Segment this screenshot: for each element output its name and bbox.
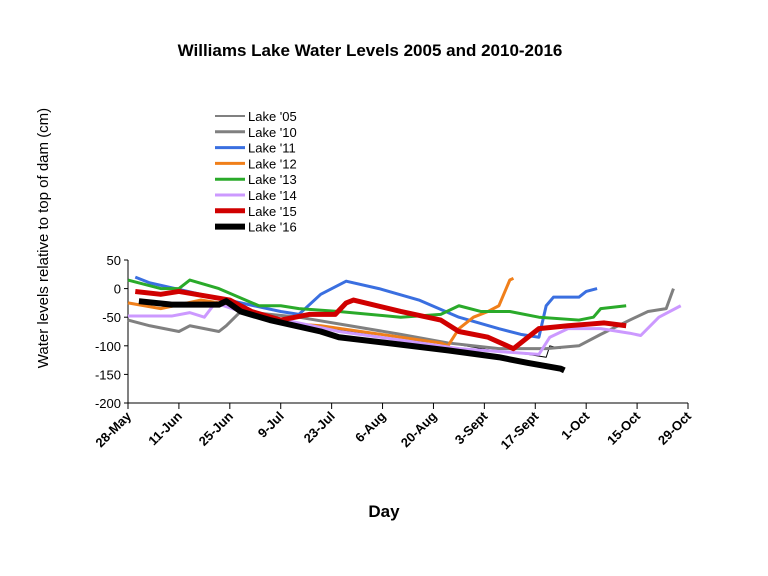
series-line bbox=[127, 288, 675, 351]
x-tick-label: 17-Sept bbox=[498, 408, 542, 452]
legend-label: Lake '13 bbox=[248, 172, 297, 187]
x-tick-label: 15-Oct bbox=[604, 408, 644, 448]
x-tick-label: 11-Jun bbox=[145, 408, 185, 448]
y-tick-label: -200 bbox=[95, 396, 121, 411]
y-tick-label: 50 bbox=[107, 253, 121, 268]
y-tick-label: 0 bbox=[114, 282, 121, 297]
y-tick-label: -150 bbox=[95, 367, 121, 382]
legend-label: Lake '15 bbox=[248, 204, 297, 219]
x-tick-label: 3-Sept bbox=[452, 408, 491, 447]
series-line bbox=[127, 278, 627, 322]
legend-label: Lake '10 bbox=[248, 125, 297, 140]
y-tick-label: -100 bbox=[95, 339, 121, 354]
x-tick-label: 29-Oct bbox=[655, 408, 695, 448]
x-tick-label: 28-May bbox=[92, 408, 134, 450]
series-line bbox=[134, 275, 598, 339]
x-axis-label: Day bbox=[368, 502, 400, 521]
series-line bbox=[138, 298, 566, 374]
y-tick-label: -50 bbox=[102, 310, 121, 325]
x-tick-label: 23-Jul bbox=[301, 409, 338, 446]
legend-label: Lake '16 bbox=[248, 220, 297, 235]
x-tick-label: 25-Jun bbox=[196, 408, 236, 448]
x-tick-label: 20-Aug bbox=[398, 408, 440, 450]
legend-label: Lake '12 bbox=[248, 156, 297, 171]
x-tick-label: 9-Jul bbox=[255, 409, 287, 441]
x-tick-label: 6-Aug bbox=[352, 408, 389, 445]
x-tick-label: 1-Oct bbox=[558, 408, 593, 443]
legend-label: Lake '05 bbox=[248, 109, 297, 124]
chart-title: Williams Lake Water Levels 2005 and 2010… bbox=[178, 41, 563, 60]
series-line bbox=[134, 288, 627, 352]
series-line bbox=[128, 301, 682, 356]
y-axis-label: Water levels relative to top of dam (cm) bbox=[35, 108, 52, 368]
legend-label: Lake '11 bbox=[248, 141, 296, 156]
legend-label: Lake '14 bbox=[248, 188, 297, 203]
